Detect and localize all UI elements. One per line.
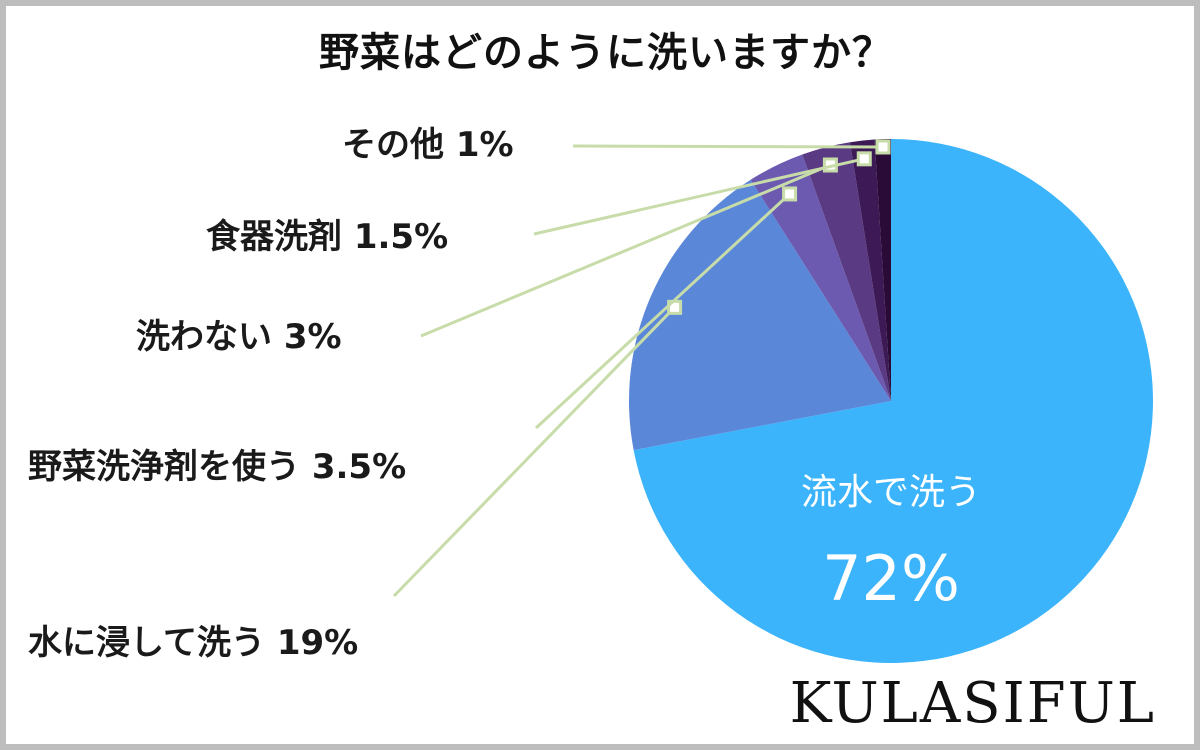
leader-marker-野菜洗浄剤を使う xyxy=(782,186,798,202)
slice-label-水に浸して洗う: 水に浸して洗う 19% xyxy=(28,623,358,663)
leader-line-その他 xyxy=(572,144,884,149)
brand-logo: KULASIFUL xyxy=(789,671,1156,736)
pie-chart: 流水で洗う 72% 水に浸して洗う 19% 野菜洗浄剤を使う 3.5% 洗わない 3… xyxy=(28,125,1153,663)
leader-line-洗わない xyxy=(420,163,831,338)
leader-marker-食器洗剤 xyxy=(856,151,872,167)
leader-marker-その他 xyxy=(875,139,891,155)
leader-line-食器洗剤 xyxy=(533,157,865,236)
leader-line-水に浸して洗う xyxy=(392,306,676,598)
leader-line-野菜洗浄剤を使う xyxy=(534,192,791,430)
pie-slice-流水で洗う xyxy=(633,139,1153,663)
slice-value-流水で洗う: 72% xyxy=(822,542,960,615)
slice-label-野菜洗浄剤を使う: 野菜洗浄剤を使う 3.5% xyxy=(28,447,406,487)
pie-slice-洗わない xyxy=(802,142,891,402)
pie-slice-野菜洗浄剤を使う xyxy=(750,154,891,401)
slice-label-洗わない: 洗わない 3% xyxy=(136,317,342,357)
slice-label-その他: その他 1% xyxy=(342,125,514,165)
pie-slice-食器洗剤 xyxy=(850,139,891,401)
pie-slice-その他 xyxy=(874,139,891,401)
chart-title: 野菜はどのように洗いますか？ xyxy=(319,30,893,76)
pie-slice-水に浸して洗う xyxy=(629,179,891,451)
slice-label-食器洗剤: 食器洗剤 1.5% xyxy=(206,217,448,257)
slice-label-流水で洗う: 流水で洗う xyxy=(801,472,981,513)
